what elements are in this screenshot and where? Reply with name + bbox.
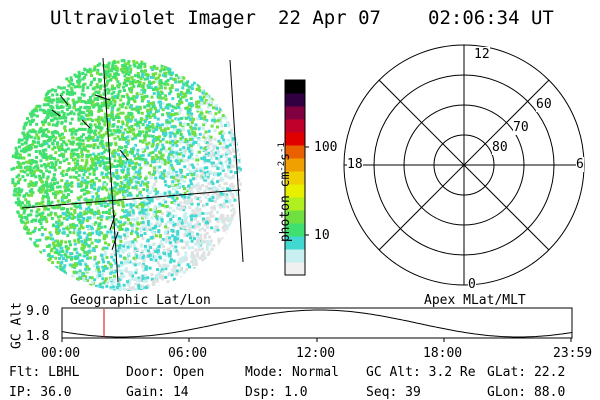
altitude-ymax: 9.0 bbox=[26, 304, 50, 319]
altitude-ymin: 1.8 bbox=[26, 329, 50, 344]
altitude-ylabel: GC Alt bbox=[9, 302, 25, 349]
mlt-label-0: 0 bbox=[468, 277, 476, 292]
glat-info: GLat: 22.2 bbox=[487, 365, 566, 380]
mode-info: Mode: Normal bbox=[245, 365, 339, 380]
colorbar-tick-10: 10 bbox=[314, 228, 330, 243]
time-tick-1200: 12:00 bbox=[296, 346, 336, 361]
geographic-label: Geographic Lat/Lon bbox=[70, 293, 211, 308]
mlt-label-6: 6 bbox=[576, 157, 584, 172]
seq-info: Seq: 39 bbox=[366, 385, 421, 400]
time-label: 02:06:34 UT bbox=[428, 7, 554, 29]
flt-info: Flt: LBHL bbox=[9, 365, 80, 380]
glon-info: GLon: 88.0 bbox=[487, 385, 566, 400]
mlat-label-70: 70 bbox=[513, 120, 529, 135]
mlat-label-60: 60 bbox=[536, 97, 552, 112]
time-tick-1800: 18:00 bbox=[423, 346, 463, 361]
gain-info: Gain: 14 bbox=[126, 385, 189, 400]
mlt-label-18: 18 bbox=[347, 157, 363, 172]
colorbar-tick-100: 100 bbox=[314, 140, 338, 155]
time-tick-0000: 00:00 bbox=[41, 346, 81, 361]
door-info: Door: Open bbox=[126, 365, 205, 380]
time-tick-0600: 06:00 bbox=[168, 346, 208, 361]
mlt-label-12: 12 bbox=[474, 47, 490, 62]
ip-info: IP: 36.0 bbox=[9, 385, 72, 400]
gcalt-info: GC Alt: 3.2 Re bbox=[366, 365, 476, 380]
date-label: 22 Apr 07 bbox=[278, 7, 381, 29]
dsp-info: Dsp: 1.0 bbox=[245, 385, 308, 400]
apex-label: Apex MLat/MLT bbox=[424, 293, 526, 308]
time-tick-2359: 23:59 bbox=[553, 346, 593, 361]
mlat-label-80: 80 bbox=[492, 140, 508, 155]
instrument-title: Ultraviolet Imager bbox=[50, 7, 256, 29]
